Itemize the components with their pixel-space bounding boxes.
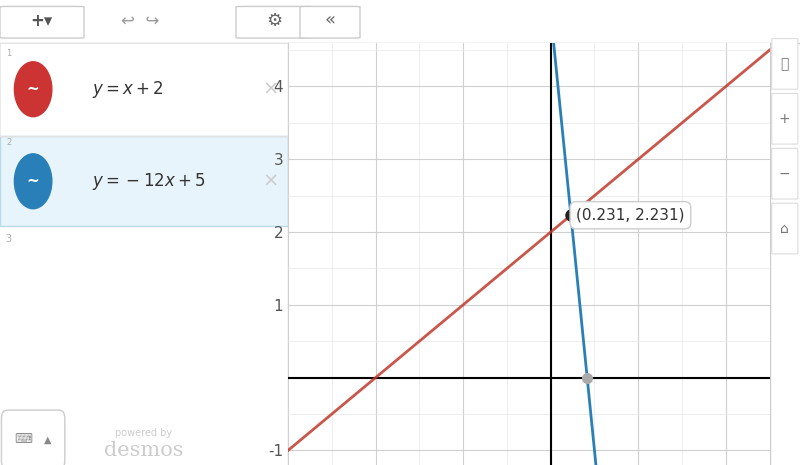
Text: $y = -12x + 5$: $y = -12x + 5$ [92,171,206,192]
Text: 1: 1 [6,49,11,58]
Text: $y = x + 2$: $y = x + 2$ [92,79,164,100]
Text: ⌂: ⌂ [781,221,789,236]
Text: ⌨: ⌨ [14,433,32,446]
Text: 3: 3 [6,234,12,244]
Text: 🔧: 🔧 [781,57,789,71]
Text: desmos: desmos [104,441,184,460]
Text: (0.231, 2.231): (0.231, 2.231) [576,208,685,223]
Text: ×: × [262,80,279,99]
Text: +▾: +▾ [30,12,53,30]
Text: ⚙: ⚙ [266,12,282,30]
FancyBboxPatch shape [772,39,798,89]
Text: −: − [779,166,790,181]
FancyBboxPatch shape [300,7,360,38]
Text: ~: ~ [26,174,39,189]
Text: «: « [325,12,336,30]
Text: ↩  ↪: ↩ ↪ [121,12,159,30]
FancyBboxPatch shape [772,93,798,144]
Text: 2: 2 [6,138,11,146]
Circle shape [14,62,52,117]
FancyBboxPatch shape [0,43,288,136]
FancyBboxPatch shape [2,410,65,465]
Text: ×: × [262,172,279,191]
Text: ▲: ▲ [44,435,51,445]
FancyBboxPatch shape [772,148,798,199]
FancyBboxPatch shape [236,7,312,38]
FancyBboxPatch shape [0,7,84,38]
Text: +: + [779,112,790,126]
Text: ~: ~ [26,82,39,97]
Circle shape [14,154,52,209]
FancyBboxPatch shape [0,136,288,226]
Text: powered by: powered by [115,428,173,438]
FancyBboxPatch shape [772,203,798,254]
